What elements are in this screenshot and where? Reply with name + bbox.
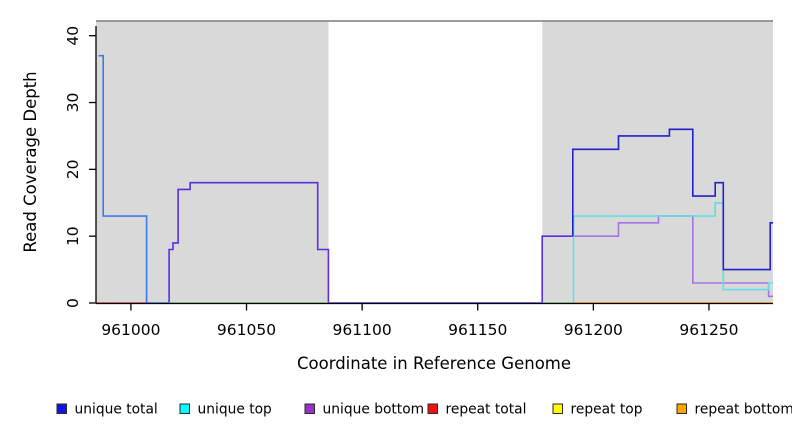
legend-swatch-unique-bottom bbox=[304, 403, 315, 414]
x-tick-label: 961000 bbox=[101, 321, 160, 339]
x-tick-label: 961150 bbox=[448, 321, 507, 339]
legend-label-repeat-total: repeat total bbox=[446, 402, 527, 418]
legend-swatch-repeat-top bbox=[552, 403, 563, 414]
legend-label-unique-total: unique total bbox=[75, 402, 158, 418]
y-tick-label: 10 bbox=[64, 226, 82, 246]
x-axis-title: Coordinate in Reference Genome bbox=[297, 354, 571, 373]
legend-swatch-unique-top bbox=[179, 403, 190, 414]
legend-swatch-unique-total bbox=[56, 403, 67, 414]
y-tick-label: 40 bbox=[64, 26, 82, 46]
x-tick-label: 961100 bbox=[333, 321, 392, 339]
y-tick-label: 0 bbox=[64, 298, 82, 308]
legend-label-unique-bottom: unique bottom bbox=[323, 402, 425, 418]
legend-label-repeat-top: repeat top bbox=[571, 402, 643, 418]
legend-label-unique-top: unique top bbox=[198, 402, 272, 418]
x-tick-label: 961200 bbox=[564, 321, 623, 339]
panel-region-masked-region-right bbox=[542, 21, 773, 303]
series-line-unique-total bbox=[571, 128, 773, 271]
legend-label-repeat-bottom: repeat bottom bbox=[695, 402, 792, 418]
x-tick-label: 961050 bbox=[217, 321, 276, 339]
panel-region-masked-region-left bbox=[96, 21, 329, 303]
legend-swatch-repeat-bottom bbox=[676, 403, 687, 414]
x-tick-label: 961250 bbox=[679, 321, 738, 339]
y-tick-label: 20 bbox=[64, 159, 82, 179]
legend-swatch-repeat-total bbox=[427, 403, 438, 414]
panel-region-unmasked-gap bbox=[328, 21, 543, 303]
y-tick-label: 30 bbox=[64, 93, 82, 113]
y-axis-title: Read Coverage Depth bbox=[21, 71, 40, 252]
